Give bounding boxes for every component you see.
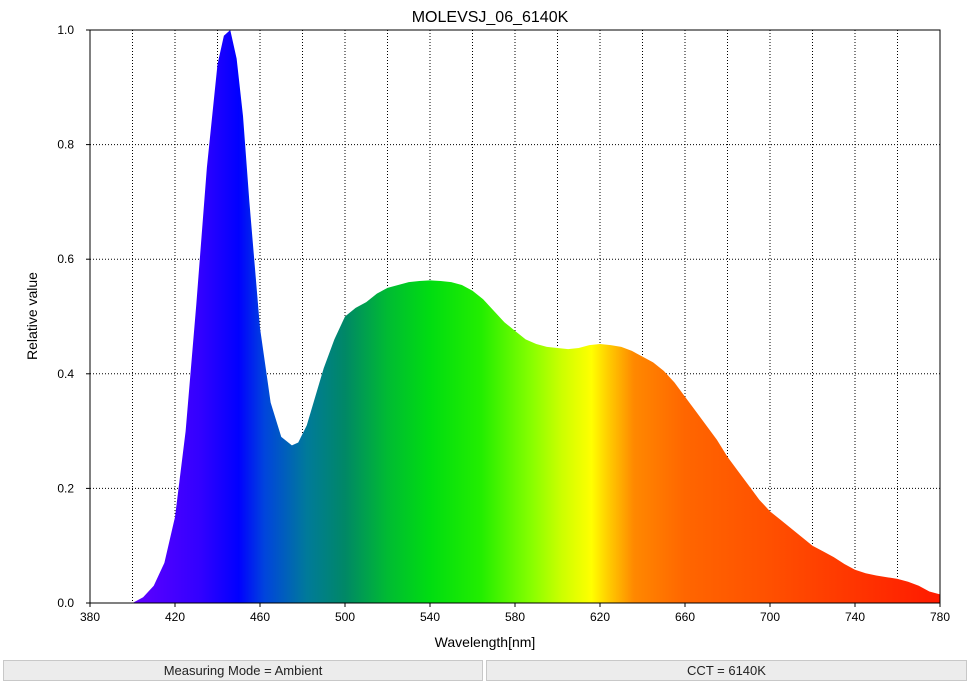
x-tick-label: 700: [760, 610, 780, 624]
x-tick-label: 420: [165, 610, 185, 624]
x-tick-label: 460: [250, 610, 270, 624]
measuring-mode-text: Measuring Mode = Ambient: [163, 663, 323, 678]
spectrum-area: [132, 30, 940, 603]
spectrum-chart: MOLEVSJ_06_6140K 380 420 460 500 540 580 620 66…: [24, 9, 950, 650]
x-tick-label: 540: [420, 610, 440, 624]
x-axis-label: Wavelength[nm]: [435, 634, 536, 650]
x-tick-label: 500: [335, 610, 355, 624]
x-tick-label: 660: [675, 610, 695, 624]
x-tick-label: 740: [845, 610, 865, 624]
x-tick-label: 780: [930, 610, 950, 624]
y-tick-label: 0.4: [57, 367, 74, 381]
x-tick-label: 580: [505, 610, 525, 624]
x-tick-label: 620: [590, 610, 610, 624]
measuring-mode-status: Measuring Mode = Ambient: [3, 660, 483, 681]
y-tick-label: 1.0: [57, 23, 74, 37]
chart-title: MOLEVSJ_06_6140K: [412, 9, 569, 26]
y-axis-label: Relative value: [24, 272, 40, 360]
y-tick-label: 0.0: [57, 596, 74, 610]
y-tick-label: 0.2: [57, 481, 74, 495]
cct-text: CCT = 6140K: [687, 663, 766, 678]
x-tick-label: 380: [80, 610, 100, 624]
y-tick-label: 0.6: [57, 252, 74, 266]
y-tick-label: 0.8: [57, 138, 74, 152]
cct-status: CCT = 6140K: [486, 660, 967, 681]
status-bar: Measuring Mode = Ambient CCT = 6140K: [0, 658, 970, 683]
axis-ticks: 380 420 460 500 540 580 620 660 700 740 780 0.0 0.2 0…: [57, 23, 950, 624]
